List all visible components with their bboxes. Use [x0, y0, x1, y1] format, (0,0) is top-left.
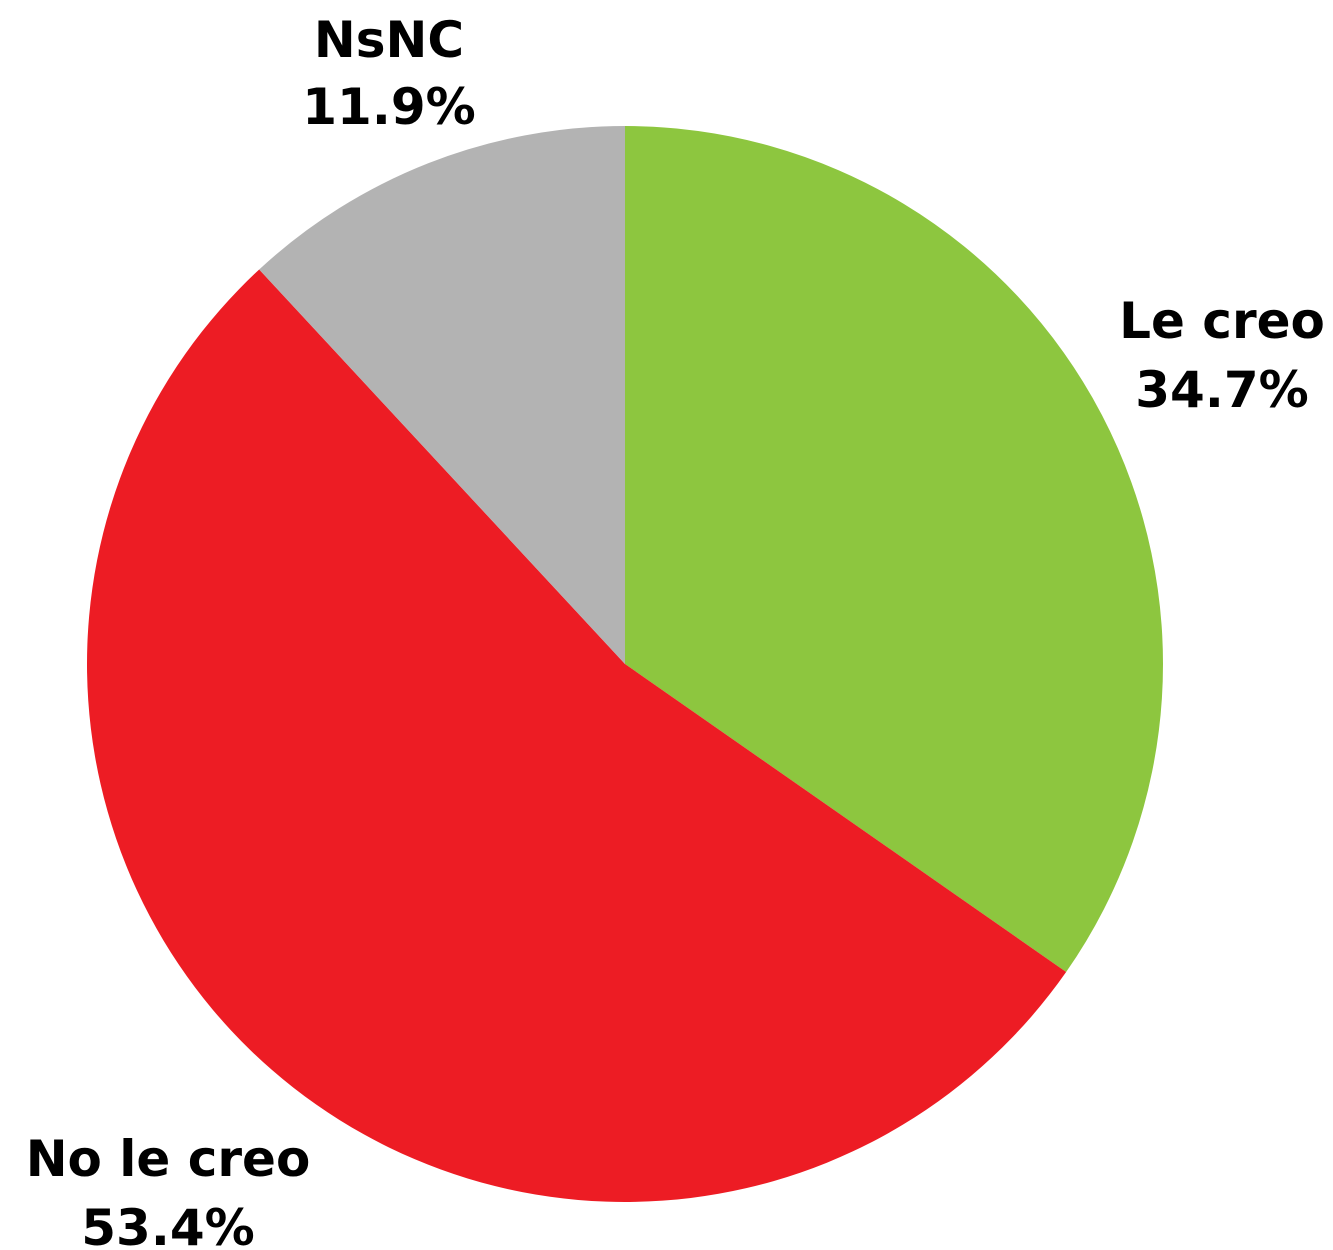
- slice-label-no-le-creo: No le creo: [26, 1130, 311, 1188]
- pie-slice-le-creo: [625, 126, 1164, 972]
- pie-slice-no-le-creo: [86, 269, 1067, 1203]
- pie-slice-nsnc: [259, 126, 625, 664]
- pie-labels: Le creo 34.7% No le creo 53.4% NsNC 11.9…: [26, 11, 1325, 1250]
- slice-value-no-le-creo: 53.4%: [81, 1199, 254, 1250]
- pie-slices: [86, 126, 1164, 1203]
- slice-value-le-creo: 34.7%: [1135, 361, 1308, 419]
- slice-value-nsnc: 11.9%: [302, 78, 475, 136]
- slice-label-nsnc: NsNC: [314, 11, 464, 69]
- slice-label-le-creo: Le creo: [1119, 292, 1325, 350]
